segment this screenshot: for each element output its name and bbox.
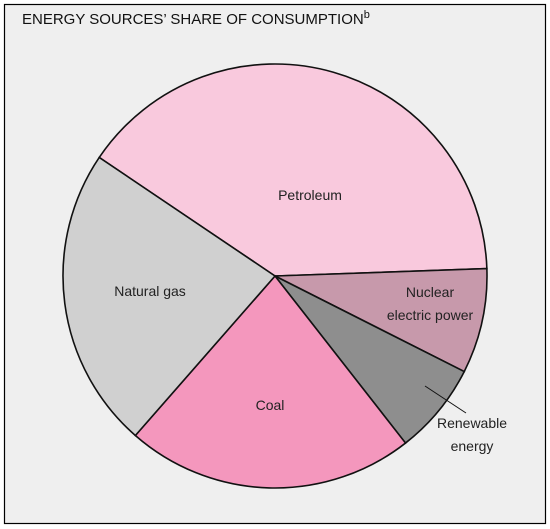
title-text: ENERGY SOURCES’ SHARE OF CONSUMPTION: [22, 11, 364, 28]
pie-slice: [98, 63, 488, 277]
label-line: energy: [451, 438, 494, 454]
slice-label: Nuclear electric power: [387, 284, 474, 323]
leader-line: [424, 385, 467, 414]
label-line: electric power: [387, 307, 474, 323]
label-line: Renewable: [437, 415, 507, 431]
slice-label: Coal: [256, 397, 285, 413]
pie-slice: [274, 267, 488, 373]
chart-title: ENERGY SOURCES’ SHARE OF CONSUMPTIONb: [22, 9, 370, 28]
slice-label: Petroleum: [278, 187, 342, 203]
slice-label: Renewable energy: [437, 415, 507, 454]
pie-slice: [62, 156, 277, 437]
pie-slice: [134, 274, 407, 489]
label-line: Nuclear: [406, 284, 455, 300]
slice-label: Natural gas: [114, 283, 186, 299]
title-note: b: [364, 9, 370, 21]
